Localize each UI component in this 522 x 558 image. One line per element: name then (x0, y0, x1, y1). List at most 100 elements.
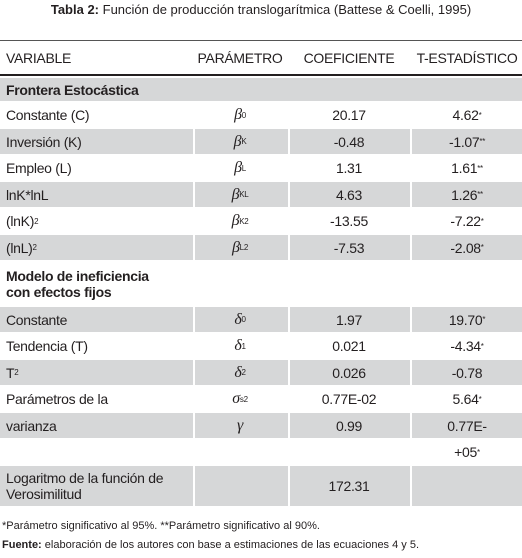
param-symbol: δ (234, 337, 242, 354)
variable: Logaritmo de la función de Verosimilitud (6, 470, 164, 502)
param-sup: 2 (243, 394, 248, 404)
t-value: -0.78 (451, 364, 483, 381)
col-sep (288, 307, 290, 332)
row-bg (0, 235, 522, 260)
col-sep (288, 413, 290, 438)
coef-cell: 0.99 (335, 417, 363, 434)
variable: Inversión (K) (6, 133, 82, 150)
row-bg (0, 386, 522, 412)
title-text: Función de producción translogarítmica (… (99, 2, 472, 17)
param-symbol: β (232, 238, 240, 256)
t-cell: -4.34 * (412, 334, 522, 359)
param-symbol: δ (234, 363, 242, 381)
t-cell: 1.61 ** (412, 156, 522, 181)
t-cell: +05 * (412, 440, 522, 465)
coef-cell: 0.021 (332, 338, 366, 354)
col-sep (410, 307, 412, 332)
col-sep (410, 386, 412, 412)
col-sep (410, 413, 412, 438)
table-title: Tabla 2: Función de producción transloga… (0, 2, 522, 17)
row-bg (0, 261, 522, 306)
row-bg (0, 182, 522, 207)
footnote: *Parámetro significativo al 95%. **Parám… (2, 520, 320, 532)
row-bg (0, 208, 522, 234)
t-value: -7.22 (450, 213, 481, 229)
col-sep (193, 333, 195, 359)
row-bg (0, 439, 522, 465)
col-sep (410, 439, 412, 465)
t-cell: -0.78 (412, 360, 522, 385)
variable: lnK*lnL (6, 186, 49, 203)
t-mark: * (478, 394, 482, 404)
col-sep (193, 182, 195, 207)
col-sep (410, 102, 412, 128)
t-cell: 0.77E- (412, 413, 522, 438)
t-cell: 1.26 ** (412, 182, 522, 207)
header-cell: COEFICIENTE (303, 50, 395, 66)
variable-sup: 2 (32, 243, 37, 252)
col-sep (288, 129, 290, 154)
col-sep (193, 129, 195, 154)
row-bg (0, 155, 522, 181)
param-cell: β KL (195, 182, 285, 207)
t-value: 5.64 (452, 391, 479, 407)
col-sep (410, 208, 412, 234)
param-sub: L (239, 243, 244, 252)
coef-cell: 0.026 (332, 364, 366, 381)
param-sub: K (239, 216, 245, 226)
variable: (lnK) (6, 213, 35, 229)
variable: Tendencia (T) (6, 338, 88, 354)
row-bg (0, 78, 522, 101)
t-value: -1.07 (448, 133, 480, 150)
variable-cell: lnK*lnL (6, 182, 196, 207)
variable-cell: Constante (6, 307, 196, 332)
col-sep (288, 182, 290, 207)
variable-cell: Constante (C) (6, 103, 196, 128)
row-bg (0, 413, 522, 438)
col-sep (193, 155, 195, 181)
coef-cell: -0.48 (333, 133, 365, 150)
coef-cell: 0.77E-02 (321, 391, 377, 407)
t-value: 19.70 (448, 311, 483, 328)
param-symbol: β (231, 185, 240, 203)
col-sep (410, 182, 412, 207)
col-sep (193, 307, 195, 332)
t-cell: 4.62 * (412, 103, 522, 128)
header-cell: T-ESTADÍSTICO (416, 50, 518, 66)
t-mark: * (480, 243, 484, 252)
coef-cell: -13.55 (330, 213, 368, 229)
col-sep (193, 360, 195, 385)
row-bg (0, 129, 522, 154)
source-text: elaboración de los autores con base a es… (41, 539, 420, 551)
header-cell: VARIABLE (6, 50, 72, 66)
header-cell: PARÁMETRO (197, 50, 283, 66)
row-bg (0, 333, 522, 359)
t-cell: 5.64 * (412, 387, 522, 412)
title-label: Tabla 2: (50, 2, 100, 17)
row-bg (0, 360, 522, 385)
variable-cell: (lnK) 2 (6, 209, 196, 234)
coef-cell: 172.31 (328, 478, 370, 494)
col-sep (410, 129, 412, 154)
row-bg (0, 466, 522, 506)
variable: T (6, 364, 15, 381)
variable-sup: 2 (34, 216, 39, 226)
col-sep (288, 360, 290, 385)
col-sep (288, 102, 290, 128)
t-value: 1.26 (451, 186, 478, 203)
coef-cell: 20.17 (332, 107, 366, 123)
t-cell: 19.70 * (412, 307, 522, 332)
row-bg (0, 307, 522, 332)
section-label: Modelo de ineficiencia con efectos fijos (6, 267, 149, 300)
col-sep (193, 439, 195, 465)
source-label: Fuente: (2, 539, 42, 551)
variable-cell: Inversión (K) (6, 129, 196, 154)
t-value: 4.62 (452, 107, 479, 123)
col-sep (288, 208, 290, 234)
